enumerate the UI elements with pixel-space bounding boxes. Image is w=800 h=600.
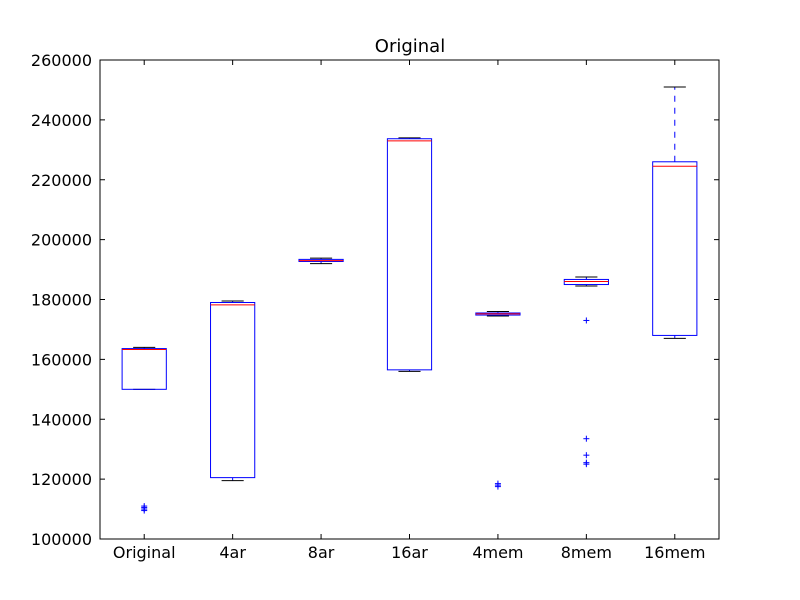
x-tick-label: Original: [113, 543, 176, 562]
y-tick-label: 180000: [31, 291, 92, 310]
y-tick-label: 160000: [31, 350, 92, 369]
box-8ar: [298, 257, 344, 265]
y-tick-label: 260000: [31, 51, 92, 70]
flier-point: [583, 317, 590, 324]
box-iqr: [386, 138, 433, 371]
box-4mem: [475, 310, 521, 490]
y-tick-label: 200000: [31, 231, 92, 250]
box-Original: [121, 346, 167, 514]
y-tick-label: 100000: [31, 530, 92, 549]
box-16mem: [652, 86, 698, 339]
axes: 100000 120000 140000 160000 180000 200000 2200…: [31, 51, 719, 562]
chart-title: Original: [375, 36, 445, 57]
box-iqr: [652, 161, 698, 336]
box-4ar: [210, 300, 256, 482]
y-tick-label: 120000: [31, 470, 92, 489]
y-tick-label: 220000: [31, 171, 92, 190]
flier-point: [583, 435, 590, 442]
x-tick-label: 16mem: [644, 543, 705, 562]
plot-frame: [99, 59, 720, 540]
flier-point: [494, 480, 501, 487]
flier-point: [583, 452, 590, 459]
flier-point: [141, 503, 148, 510]
box-iqr: [210, 301, 256, 479]
box-16ar: [386, 137, 433, 372]
x-tick-label: 4mem: [472, 543, 523, 562]
x-tick-label: 4ar: [219, 543, 246, 562]
x-tick-label: 8ar: [308, 543, 335, 562]
y-tick-label: 140000: [31, 410, 92, 429]
box-iqr: [121, 348, 167, 390]
box-8mem: [563, 276, 609, 468]
x-tick-label: 16ar: [391, 543, 428, 562]
y-tick-label: 240000: [31, 111, 92, 130]
flier-point: [583, 459, 590, 466]
plot-area: [121, 86, 698, 514]
x-tick-label: 8mem: [561, 543, 612, 562]
